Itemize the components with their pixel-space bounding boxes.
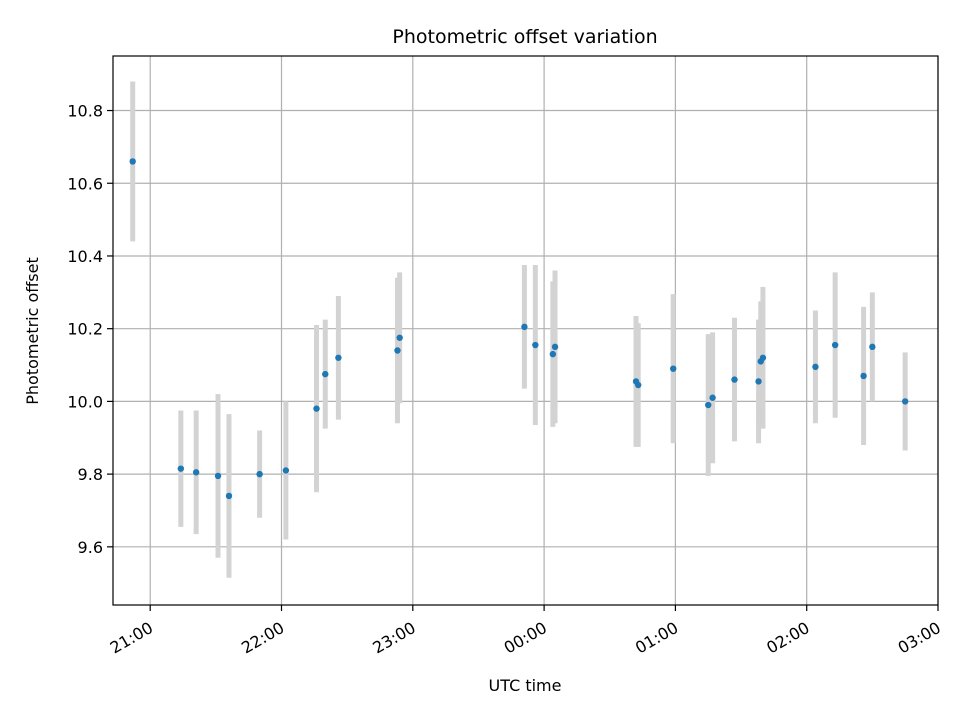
data-point — [755, 378, 762, 385]
data-point — [532, 341, 539, 349]
data-point — [551, 343, 559, 351]
y-axis-ticks: 9.6 9.8 10.0 10.2 10.4 10.6 10.8 — [67, 102, 113, 557]
y-tick-label: 9.6 — [78, 538, 103, 557]
data-point — [256, 470, 263, 478]
data-point — [322, 370, 329, 378]
data-point — [731, 376, 738, 383]
y-tick-label: 10.4 — [67, 247, 103, 266]
data-point — [335, 354, 342, 361]
data-point — [869, 343, 876, 351]
data-point — [394, 347, 401, 354]
y-tick-label: 9.8 — [78, 465, 103, 484]
data-point — [634, 381, 642, 389]
data-point — [129, 158, 136, 165]
data-point — [177, 465, 185, 472]
data-point — [709, 394, 716, 401]
data-point — [396, 334, 403, 341]
data-point — [225, 492, 233, 500]
data-point — [670, 365, 677, 372]
data-point — [521, 323, 528, 331]
data-point — [313, 405, 320, 412]
x-axis-label: UTC time — [489, 676, 562, 695]
data-point — [705, 401, 712, 409]
data-point — [901, 398, 909, 405]
y-tick-label: 10.0 — [67, 392, 103, 411]
data-point — [831, 341, 839, 349]
plot-frame — [112, 55, 939, 606]
data-point — [214, 472, 222, 480]
y-tick-label: 10.8 — [67, 102, 103, 121]
data-point — [549, 350, 557, 358]
data-point — [860, 372, 867, 380]
data-point — [812, 363, 819, 371]
chart-title: Photometric offset variation — [392, 26, 657, 48]
y-axis-label: Photometric offset — [23, 257, 42, 405]
data-point — [759, 354, 767, 361]
data-point — [282, 467, 290, 474]
data-points — [129, 158, 909, 500]
y-tick-label: 10.2 — [67, 320, 103, 339]
data-point — [192, 469, 200, 476]
y-tick-label: 10.6 — [67, 174, 103, 193]
